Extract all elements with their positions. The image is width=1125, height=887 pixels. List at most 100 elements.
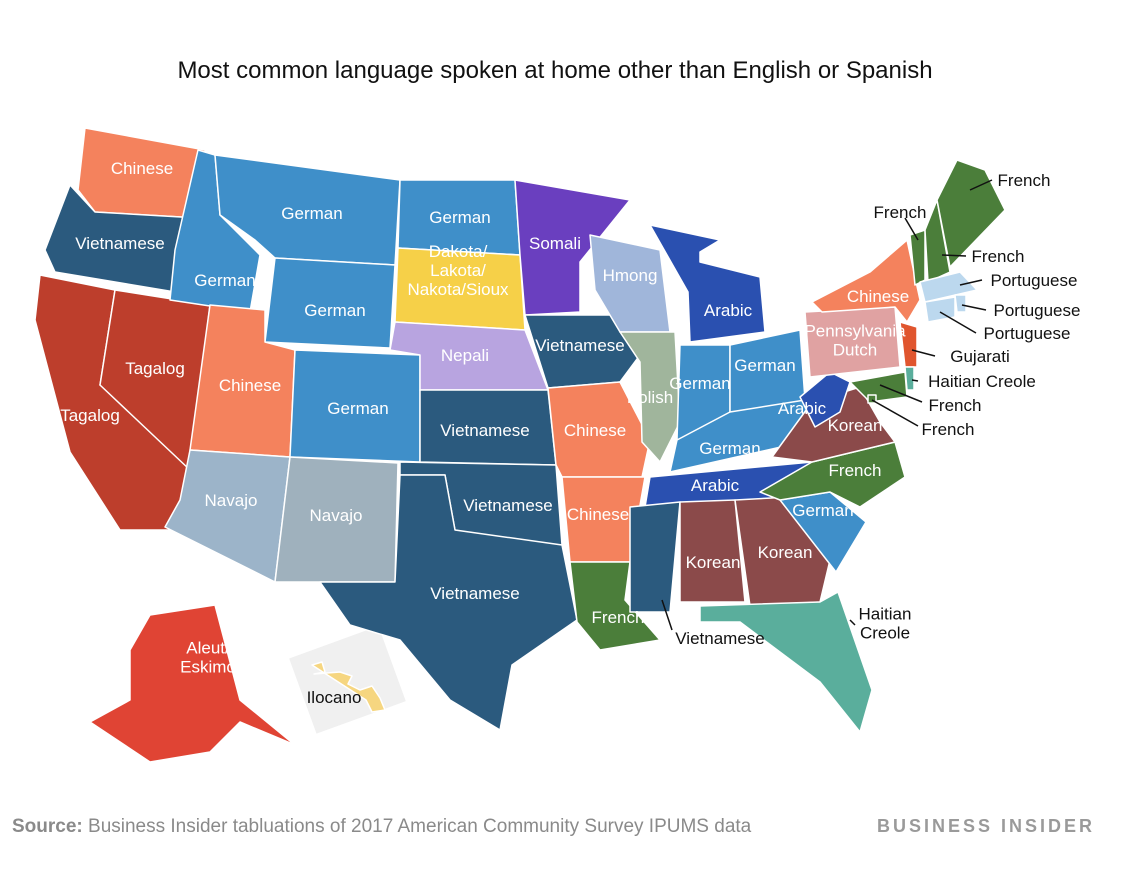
label-line: Eskimo [180, 658, 236, 677]
label-line: Korean [828, 416, 883, 435]
state [649, 224, 766, 343]
label-line: Ilocano [307, 688, 362, 707]
label-line: Korean [686, 553, 741, 572]
label-line: Polish [627, 388, 673, 407]
label-line: German [734, 356, 795, 375]
label-line: Lakota/ [430, 261, 486, 280]
label-line: French [922, 420, 975, 439]
label-line: Vietnamese [535, 336, 624, 355]
label-line: Chinese [111, 159, 173, 178]
leader-line [904, 217, 919, 241]
label-line: Tagalog [125, 359, 185, 378]
labels: Chinese Vietnamese Tagalog Tagalog German Ger… [60, 159, 1080, 707]
label-line: Vietnamese [675, 629, 764, 648]
state [799, 371, 851, 428]
state-label: Portuguese [994, 301, 1081, 320]
state-label: Arabic [704, 301, 753, 320]
label-line: Vietnamese [430, 584, 519, 603]
state [849, 371, 908, 403]
leader-line [849, 619, 856, 626]
state-label: Arabic [778, 399, 827, 418]
state-label: Chinese [567, 505, 629, 524]
label-line: German [194, 271, 255, 290]
leader-line [961, 304, 987, 311]
leader-line [911, 379, 919, 382]
label-line: Navajo [310, 506, 363, 525]
label-line: Navajo [205, 491, 258, 510]
state-label: French [929, 396, 982, 415]
label-line: German [429, 208, 490, 227]
label-line: Arabic [778, 399, 827, 418]
state [629, 501, 681, 613]
state [924, 199, 951, 283]
state-label: French [998, 171, 1051, 190]
label-line: Aleut/ [186, 639, 230, 658]
state-label: French [592, 608, 645, 627]
state-label: Korean [828, 416, 883, 435]
label-line: Haitian [859, 605, 912, 624]
label-line: German [699, 439, 760, 458]
label-line: Creole [860, 624, 910, 643]
label-line: Portuguese [984, 324, 1071, 343]
leader-line [879, 384, 923, 403]
state-label: Haitian Creole [859, 605, 912, 643]
state-label: French [874, 203, 927, 222]
state-label: Haitian Creole [928, 372, 1036, 391]
label-line: Gujarati [950, 347, 1010, 366]
leader-line [939, 311, 977, 334]
state-label: Pennsylvania Dutch [804, 322, 906, 360]
state-label: German [429, 208, 490, 227]
state-label: Tagalog [60, 406, 120, 425]
label-line: Dutch [833, 341, 877, 360]
state-label: Korean [686, 553, 741, 572]
state [919, 271, 978, 303]
label-line: French [874, 203, 927, 222]
state-label: French [829, 461, 882, 480]
label-line: French [998, 171, 1051, 190]
leader-line [969, 179, 993, 191]
state [164, 449, 291, 583]
state-label: German [792, 501, 853, 520]
state [699, 591, 873, 733]
state-label: German [734, 356, 795, 375]
label-line: Dakota/ [429, 242, 488, 261]
label-line: German [304, 301, 365, 320]
state-label: Chinese [847, 287, 909, 306]
leader-line [661, 599, 673, 631]
label-line: French [972, 247, 1025, 266]
brand: BUSINESS INSIDER [877, 816, 1095, 836]
leader-line [941, 254, 967, 257]
state-label: Vietnamese [675, 629, 764, 648]
label-line: Nepali [441, 346, 489, 365]
state-label: Arabic [691, 476, 740, 495]
label-line: Portuguese [994, 301, 1081, 320]
label-line: Vietnamese [440, 421, 529, 440]
state [679, 499, 746, 603]
state-label: Chinese [219, 376, 281, 395]
state-label: Portuguese [984, 324, 1071, 343]
leader-line [871, 399, 919, 427]
source: Source: Business Insider tabluations of … [12, 816, 752, 837]
label-line: French [929, 396, 982, 415]
state [514, 179, 631, 316]
state-label: Vietnamese [535, 336, 624, 355]
state [311, 661, 386, 713]
label-line: Chinese [219, 376, 281, 395]
state-label: Tagalog [125, 359, 185, 378]
state-label: German [194, 271, 255, 290]
state-label: German [304, 301, 365, 320]
label-line: Somali [529, 234, 581, 253]
state [811, 239, 921, 323]
state-label: Aleut/Eskimo [180, 639, 236, 677]
state-label: Vietnamese [75, 234, 164, 253]
state-label: Vietnamese [463, 496, 552, 515]
state [89, 604, 296, 763]
label-line: German [327, 399, 388, 418]
state-label: German [281, 204, 342, 223]
label-line: Tagalog [60, 406, 120, 425]
state [524, 314, 641, 389]
state-label: Somali [529, 234, 581, 253]
label-line: Nakota/Sioux [407, 280, 509, 299]
label-line: Haitian Creole [928, 372, 1036, 391]
